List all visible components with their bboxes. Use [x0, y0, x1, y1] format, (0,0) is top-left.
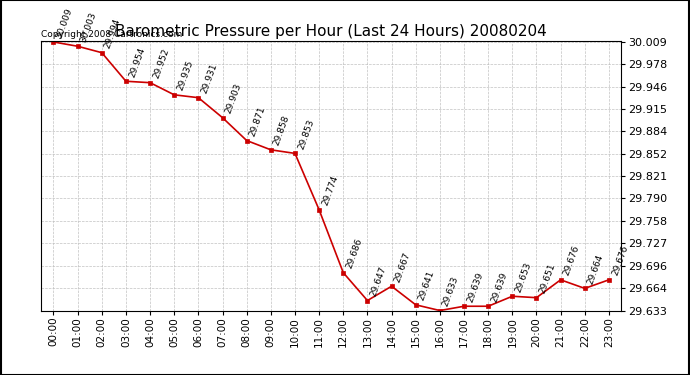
Text: 30.003: 30.003 — [79, 10, 98, 44]
Text: 29.653: 29.653 — [514, 261, 533, 294]
Text: 29.858: 29.858 — [273, 114, 291, 147]
Text: 29.639: 29.639 — [490, 271, 509, 303]
Text: 29.774: 29.774 — [321, 174, 339, 207]
Text: 29.686: 29.686 — [345, 237, 364, 270]
Text: 29.994: 29.994 — [104, 17, 122, 50]
Text: 29.639: 29.639 — [466, 271, 484, 303]
Text: 29.664: 29.664 — [586, 253, 605, 286]
Text: 29.954: 29.954 — [128, 46, 146, 78]
Text: 29.903: 29.903 — [224, 82, 243, 115]
Text: 29.647: 29.647 — [369, 265, 388, 298]
Text: 29.935: 29.935 — [176, 59, 195, 92]
Text: 30.009: 30.009 — [55, 6, 74, 39]
Text: 29.651: 29.651 — [538, 262, 557, 295]
Text: 29.853: 29.853 — [297, 118, 315, 151]
Text: 29.633: 29.633 — [442, 275, 460, 308]
Text: 29.676: 29.676 — [562, 244, 581, 277]
Text: 29.667: 29.667 — [393, 251, 412, 284]
Title: Barometric Pressure per Hour (Last 24 Hours) 20080204: Barometric Pressure per Hour (Last 24 Ho… — [115, 24, 547, 39]
Text: 29.931: 29.931 — [200, 62, 219, 95]
Text: 29.641: 29.641 — [417, 270, 436, 302]
Text: 29.676: 29.676 — [611, 244, 629, 277]
Text: 29.871: 29.871 — [248, 105, 267, 138]
Text: Copyright 2008 Cartronics.com: Copyright 2008 Cartronics.com — [41, 30, 183, 39]
Text: 29.952: 29.952 — [152, 47, 170, 80]
